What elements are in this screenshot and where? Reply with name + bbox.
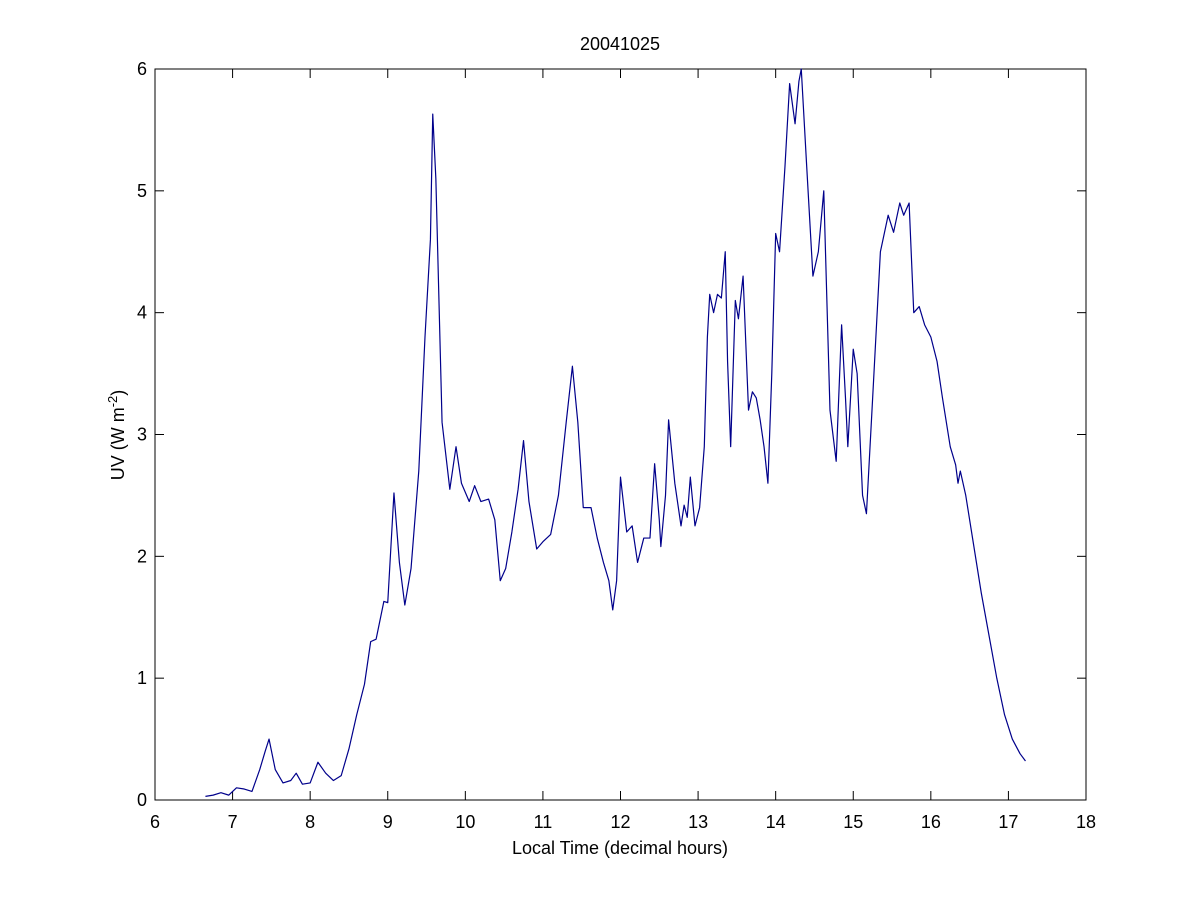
data-line [205,68,1026,797]
x-tick-label: 13 [688,812,708,832]
x-tick-label: 10 [455,812,475,832]
x-tick-label: 12 [610,812,630,832]
y-tick-label: 4 [137,303,147,323]
x-tick-label: 8 [305,812,315,832]
y-tick-label: 5 [137,181,147,201]
plot-area [154,68,1087,801]
x-axis-label: Local Time (decimal hours) [512,838,728,858]
x-tick-label: 17 [998,812,1018,832]
y-axis-label: UV (W m-2) [105,390,128,481]
y-tick-label: 1 [137,668,147,688]
y-label-end: ) [108,390,128,396]
y-tick-label: 0 [137,790,147,810]
y-tick-label: 6 [137,59,147,79]
y-label-sup: -2 [105,396,120,408]
x-tick-label: 15 [843,812,863,832]
y-tick-label: 2 [137,546,147,566]
x-tick-label: 18 [1076,812,1096,832]
x-tick-label: 9 [383,812,393,832]
chart-title: 20041025 [580,34,660,54]
y-tick-label: 3 [137,425,147,445]
x-tick-label: 16 [921,812,941,832]
y-label-main: UV (W m [108,407,128,480]
x-tick-label: 14 [766,812,786,832]
x-tick-label: 11 [534,812,553,832]
x-tick-label: 7 [228,812,238,832]
x-tick-label: 6 [150,812,160,832]
